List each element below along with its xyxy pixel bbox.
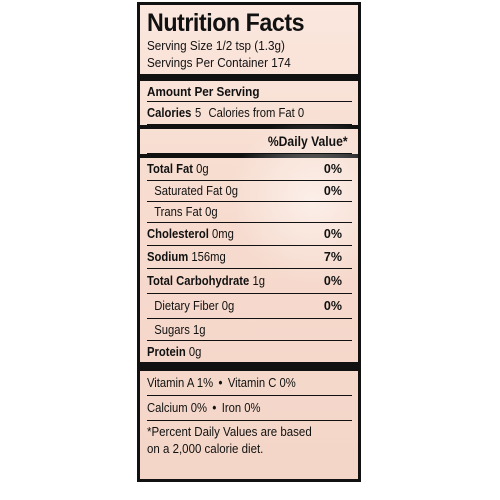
- dietary-fiber-row: Dietary Fiber 0g 0%: [147, 294, 352, 319]
- total-carbohydrate-dv: 0%: [323, 274, 342, 288]
- dietary-fiber-dv: 0%: [323, 299, 342, 313]
- iron: Iron 0%: [221, 401, 261, 415]
- cholesterol-dv: 0%: [323, 227, 342, 241]
- footnote: *Percent Daily Values are based on a 2,0…: [147, 421, 336, 458]
- label-title: Nutrition Facts: [147, 9, 305, 37]
- minerals-row: Calcium 0% • Iron 0%: [147, 396, 352, 421]
- sodium-row: Sodium 156mg 7%: [147, 246, 352, 269]
- calcium: Calcium 0%: [147, 401, 208, 415]
- daily-value-header-row: %Daily Value*: [147, 129, 352, 154]
- cholesterol-amount: 0mg: [212, 227, 234, 241]
- trans-fat-row: Trans Fat 0g: [147, 202, 352, 223]
- trans-fat-label: Trans Fat: [154, 205, 202, 219]
- saturated-fat-label: Saturated Fat: [154, 184, 223, 198]
- calories-from-fat: Calories from Fat 0: [208, 106, 305, 120]
- sugars-label: Sugars: [154, 322, 190, 337]
- dietary-fiber-label: Dietary Fiber: [154, 299, 219, 313]
- trans-fat-amount: 0g: [205, 205, 218, 219]
- divider-medium: [140, 154, 358, 158]
- calories-label: Calories: [147, 106, 192, 120]
- protein-amount: 0g: [188, 344, 202, 359]
- sugars-row: Sugars 1g: [147, 319, 352, 341]
- sodium-dv: 7%: [323, 250, 342, 264]
- serving-size: Serving Size 1/2 tsp (1.3g): [147, 38, 285, 53]
- total-carbohydrate-amount: 1g: [252, 274, 265, 288]
- footnote-line-1: *Percent Daily Values are based: [147, 425, 312, 439]
- saturated-fat-row: Saturated Fat 0g 0%: [147, 181, 352, 202]
- daily-value-header: %Daily Value*: [268, 133, 348, 149]
- calories-row: Calories 5 Calories from Fat 0: [147, 102, 352, 125]
- bullet-separator: •: [212, 401, 217, 415]
- total-fat-label: Total Fat: [147, 162, 194, 176]
- total-fat-amount: 0g: [196, 162, 209, 176]
- cholesterol-label: Cholesterol: [147, 227, 209, 241]
- nutrition-facts-label: Nutrition Facts Serving Size 1/2 tsp (1.…: [137, 2, 361, 482]
- dietary-fiber-amount: 0g: [221, 299, 235, 313]
- vitamin-a: Vitamin A 1%: [147, 376, 214, 390]
- bullet-separator: •: [218, 376, 223, 390]
- cholesterol-row: Cholesterol 0mg 0%: [147, 223, 352, 246]
- calories-value: 5: [195, 106, 202, 120]
- sugars-amount: 1g: [192, 322, 206, 337]
- servings-per-container: Servings Per Container 174: [147, 55, 291, 70]
- divider-medium: [140, 125, 358, 129]
- total-fat-row: Total Fat 0g 0%: [147, 158, 352, 181]
- sodium-label: Sodium: [147, 250, 189, 264]
- protein-row: Protein 0g: [147, 341, 352, 362]
- divider-thick: [140, 362, 358, 371]
- amount-per-serving-row: Amount Per Serving: [147, 81, 352, 102]
- saturated-fat-amount: 0g: [225, 184, 239, 198]
- sodium-amount: 156mg: [191, 250, 226, 264]
- vitamins-row: Vitamin A 1% • Vitamin C 0%: [147, 371, 352, 396]
- vitamin-c: Vitamin C 0%: [227, 376, 296, 390]
- total-carbohydrate-label: Total Carbohydrate: [147, 274, 250, 288]
- saturated-fat-dv: 0%: [323, 184, 342, 198]
- footnote-line-2: on a 2,000 calorie diet.: [147, 442, 264, 456]
- divider-thick: [140, 74, 358, 81]
- total-fat-dv: 0%: [323, 162, 342, 176]
- amount-per-serving: Amount Per Serving: [147, 83, 260, 99]
- total-carbohydrate-row: Total Carbohydrate 1g 0%: [147, 269, 352, 294]
- protein-label: Protein: [147, 344, 186, 359]
